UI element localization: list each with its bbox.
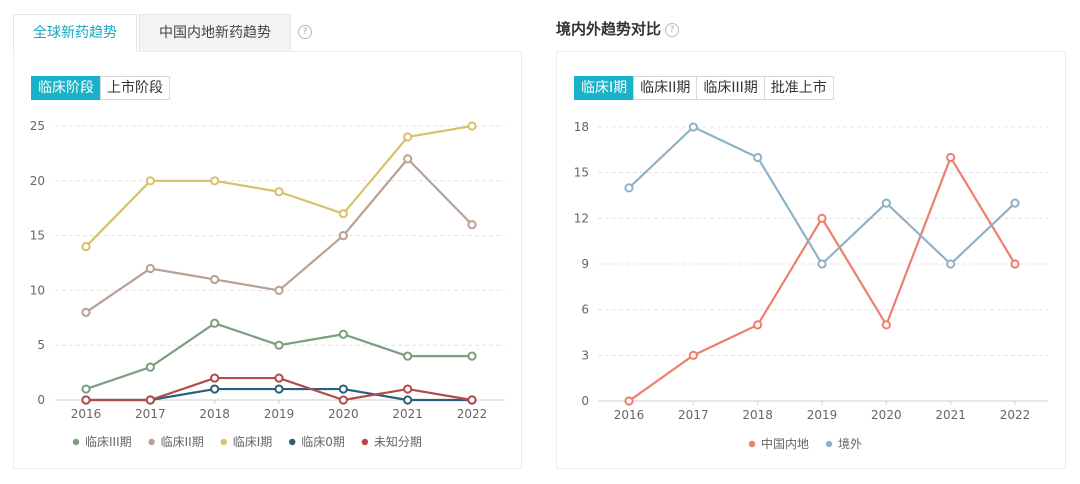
data-point xyxy=(274,384,284,394)
x-tick-label: 2022 xyxy=(457,407,488,421)
data-point xyxy=(338,384,348,394)
x-tick-label: 2018 xyxy=(199,407,230,421)
data-point xyxy=(81,307,91,317)
data-point xyxy=(145,176,155,186)
x-tick-label: 2020 xyxy=(328,407,359,421)
segment-clinical-stage[interactable]: 临床阶段 xyxy=(31,76,101,100)
help-icon-right[interactable]: ? xyxy=(665,23,679,37)
data-point xyxy=(338,395,348,405)
data-point xyxy=(145,362,155,372)
data-point xyxy=(81,241,91,252)
data-point xyxy=(81,395,91,405)
tab-china-new-drug-trend[interactable]: 中国内地新药趋势 xyxy=(139,14,291,52)
segment-phase-2[interactable]: 临床II期 xyxy=(633,76,698,100)
help-icon[interactable]: ? xyxy=(298,25,312,39)
data-point xyxy=(338,231,348,241)
legend-marker-0 xyxy=(72,438,80,446)
data-point xyxy=(145,395,155,405)
legend-label-2: 临床I期 xyxy=(233,435,273,449)
y-tick-label: 0 xyxy=(37,393,45,407)
data-point xyxy=(145,263,155,274)
data-point xyxy=(338,209,348,219)
comparison-panel xyxy=(556,51,1066,469)
data-point xyxy=(403,384,413,394)
data-point xyxy=(274,373,284,383)
legend-label-4: 未知分期 xyxy=(374,435,422,449)
phase-segment-control: 临床I期 临床II期 临床III期 批准上市 xyxy=(574,76,834,100)
comparison-title: 境内外趋势对比 xyxy=(556,20,662,38)
legend-label-3: 临床0期 xyxy=(301,435,345,449)
legend-marker-3 xyxy=(289,438,296,446)
segment-phase-1[interactable]: 临床I期 xyxy=(574,76,635,100)
y-tick-label: 15 xyxy=(30,229,45,243)
legend-marker-1 xyxy=(148,438,155,446)
segment-approved[interactable]: 批准上市 xyxy=(763,76,834,100)
stage-segment-control: 临床阶段 上市阶段 xyxy=(31,76,170,100)
data-point xyxy=(210,274,220,285)
data-point xyxy=(274,340,284,350)
data-point xyxy=(403,395,413,405)
data-point xyxy=(210,373,220,383)
y-tick-label: 5 xyxy=(37,338,45,352)
data-point xyxy=(274,285,284,295)
x-tick-label: 2021 xyxy=(392,407,423,421)
legend-label-1: 临床II期 xyxy=(161,435,204,449)
y-tick-label: 25 xyxy=(30,119,45,133)
data-point xyxy=(403,132,413,142)
series-line-2 xyxy=(85,124,473,248)
segment-market-stage[interactable]: 上市阶段 xyxy=(100,76,170,100)
data-point xyxy=(81,384,91,394)
data-point xyxy=(403,154,413,164)
data-point xyxy=(467,395,477,405)
data-point xyxy=(274,187,284,197)
x-tick-label: 2017 xyxy=(135,407,166,421)
data-point xyxy=(403,351,413,361)
data-point xyxy=(467,121,477,131)
segment-phase-3[interactable]: 临床III期 xyxy=(696,76,765,100)
y-tick-label: 10 xyxy=(30,283,45,297)
data-point xyxy=(338,329,348,339)
legend-label-0: 临床III期 xyxy=(85,435,132,449)
legend-marker-2 xyxy=(220,438,227,446)
y-tick-label: 20 xyxy=(30,174,45,188)
data-point xyxy=(467,220,477,230)
data-point xyxy=(467,351,477,361)
legend-marker-4 xyxy=(361,438,369,446)
data-point xyxy=(210,176,220,186)
data-point xyxy=(210,318,220,328)
tab-global-new-drug-trend[interactable]: 全球新药趋势 xyxy=(13,14,137,52)
x-tick-label: 2019 xyxy=(264,407,295,421)
data-point xyxy=(210,384,220,394)
x-tick-label: 2016 xyxy=(71,407,102,421)
